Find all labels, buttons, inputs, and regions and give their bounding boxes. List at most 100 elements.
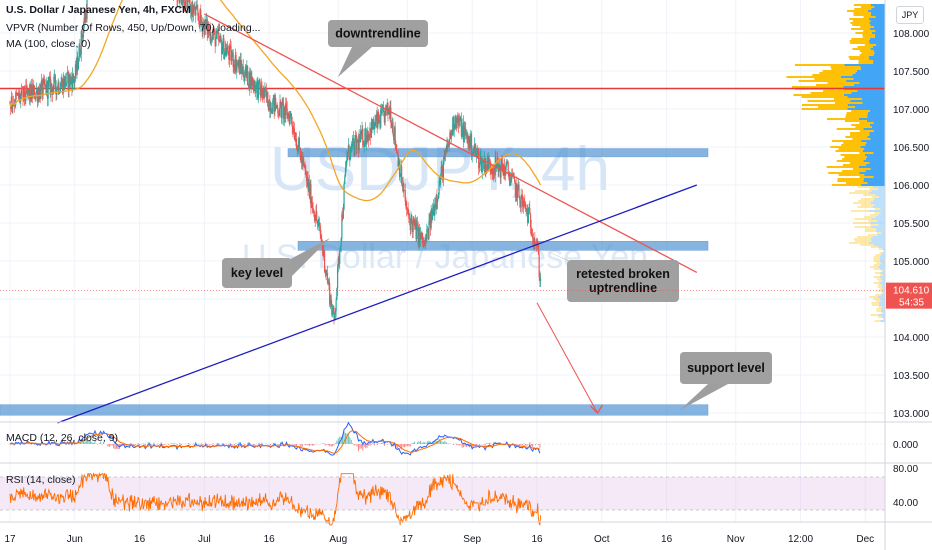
vp-bar-up (875, 216, 885, 218)
price-zones[interactable] (0, 148, 709, 416)
rsi-label[interactable]: RSI (14, close) (6, 474, 76, 486)
vp-bar-up (860, 66, 885, 68)
macd-histogram-bar (486, 443, 488, 444)
vp-bar-up (869, 40, 885, 42)
vp-bar-up (863, 160, 885, 162)
macd-histogram-bar (278, 444, 280, 446)
vp-bar-up (859, 82, 885, 84)
vp-bar-up (864, 148, 885, 150)
vp-bar-up (869, 162, 885, 164)
macd-histogram-bar (167, 444, 169, 445)
candle-body (85, 11, 87, 20)
candle-body (462, 122, 465, 142)
candle-body (363, 141, 365, 147)
candle-body (358, 136, 360, 151)
vp-bar-up (881, 310, 885, 312)
vp-bar-down (801, 108, 848, 110)
candle-body (267, 106, 270, 111)
vp-bar-down (860, 244, 874, 246)
candle-body (386, 102, 388, 111)
candle-body (205, 19, 208, 25)
candle-body (238, 59, 240, 66)
macd-histogram-bar (209, 444, 211, 445)
annotations[interactable]: downtrendline key level retested brokenupt… (222, 20, 772, 410)
macd-histogram-bar (144, 444, 146, 446)
macd-histogram-bar (427, 441, 429, 444)
candle-body (414, 219, 416, 227)
macd-histogram-bar (372, 442, 374, 444)
macd-histogram-bar (201, 443, 203, 444)
macd-label[interactable]: MACD (12, 26, close, 9) (6, 432, 119, 444)
price-tick: 106.000 (893, 181, 930, 192)
callout-key-level: key level (222, 238, 330, 288)
macd-histogram-bar (490, 443, 492, 444)
candle-body (530, 227, 532, 236)
candle-body (509, 178, 511, 186)
vp-bar-down (862, 34, 875, 36)
candle-body (357, 139, 360, 151)
vp-bar-up (868, 192, 885, 194)
macd-histogram-bar (464, 444, 466, 447)
vp-bar-down (882, 250, 885, 252)
candle-body (319, 225, 321, 235)
candle-body (477, 150, 479, 152)
price-tick: 107.000 (893, 105, 930, 116)
candle-body (313, 209, 315, 215)
candle-body (534, 239, 536, 244)
candle-body (370, 121, 373, 138)
price-tick: 107.500 (893, 67, 930, 78)
candle-body (229, 45, 231, 47)
macd-histogram-bar (478, 444, 480, 446)
vp-bar-up (879, 276, 885, 278)
vp-bar-up (843, 86, 885, 88)
vp-bar-down (851, 110, 870, 112)
vp-bar-up (880, 320, 885, 322)
vp-bar-up (879, 298, 885, 300)
rsi-tick: 80.00 (893, 464, 918, 475)
macd-histogram-bar (516, 444, 518, 445)
vp-bar-down (853, 14, 871, 16)
candle-body (322, 249, 324, 255)
candle-body (266, 91, 268, 97)
candle-body (469, 136, 471, 149)
vpvr-indicator-label[interactable]: VPVR (Number Of Rows, 450, Up/Down, 70) … (6, 22, 261, 34)
candle-body (430, 209, 432, 229)
macd-histogram-bar (301, 444, 303, 447)
candle-body (281, 101, 283, 118)
candle-body (221, 49, 223, 55)
candle-body (51, 83, 53, 88)
macd-histogram-bar (530, 444, 532, 446)
downtrend-line (204, 13, 698, 273)
ma-indicator-label[interactable]: MA (100, close, 0) (6, 38, 91, 50)
trend-lines[interactable] (57, 13, 698, 424)
macd-histogram-bar (529, 442, 531, 444)
vp-bar-down (876, 262, 882, 264)
candle-body (377, 112, 379, 128)
vp-bar-up (878, 314, 885, 316)
vp-bar-down (876, 278, 882, 280)
time-tick: 12:00 (788, 534, 813, 545)
vp-bar-up (871, 32, 885, 34)
candle-body (446, 143, 448, 152)
vp-bar-down (828, 172, 860, 174)
candle-body (344, 167, 347, 177)
vp-bar-down (865, 228, 877, 230)
candle-body (501, 158, 503, 163)
vp-bar-down (881, 292, 884, 294)
candle-body (426, 229, 428, 242)
candle-body (464, 127, 466, 130)
candle-body (438, 180, 440, 195)
macd-histogram-bar (425, 442, 427, 444)
vp-bar-down (861, 198, 875, 200)
candle-body (460, 118, 462, 121)
currency-button[interactable]: JPY (896, 6, 924, 24)
candle-body (457, 115, 459, 120)
candle-body (212, 33, 214, 36)
candle-body (366, 135, 368, 141)
candle-body (401, 184, 403, 187)
macd-histogram-bar (273, 442, 274, 444)
macd-histogram-bar (476, 444, 478, 446)
candle-body (51, 87, 54, 95)
vp-bar-down (858, 60, 874, 62)
